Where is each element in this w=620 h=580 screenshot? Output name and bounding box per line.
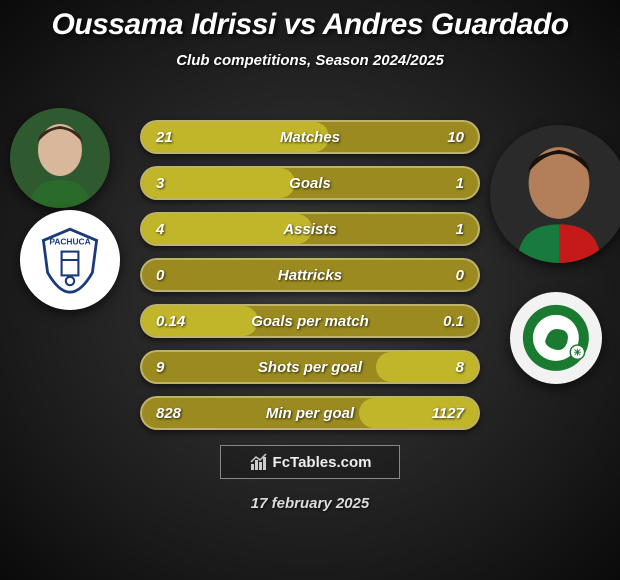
stat-label: Goals per match bbox=[142, 313, 478, 330]
stat-row: 828Min per goal1127 bbox=[140, 396, 480, 430]
stats-table: 21Matches10 3Goals1 4Assists1 0Hattricks0 0.… bbox=[140, 120, 480, 442]
stat-row: 21Matches10 bbox=[140, 120, 480, 154]
stat-label: Hattricks bbox=[142, 267, 478, 284]
player-right-crest bbox=[510, 292, 602, 384]
subtitle: Club competitions, Season 2024/2025 bbox=[0, 52, 620, 69]
stat-label: Matches bbox=[142, 129, 478, 146]
stat-right-value: 1 bbox=[456, 175, 464, 192]
comparison-card: Oussama Idrissi vs Andres Guardado Club … bbox=[0, 0, 620, 580]
player-left-crest: PACHUCA bbox=[20, 210, 120, 310]
pachuca-crest-icon: PACHUCA bbox=[35, 225, 105, 295]
stat-label: Min per goal bbox=[142, 405, 478, 422]
svg-text:PACHUCA: PACHUCA bbox=[49, 237, 90, 247]
stat-right-value: 1 bbox=[456, 221, 464, 238]
player-right-avatar bbox=[490, 125, 620, 263]
stat-label: Goals bbox=[142, 175, 478, 192]
stat-row: 0Hattricks0 bbox=[140, 258, 480, 292]
brand-label: FcTables.com bbox=[273, 454, 372, 471]
brand-box[interactable]: FcTables.com bbox=[220, 445, 400, 479]
stat-label: Shots per goal bbox=[142, 359, 478, 376]
stat-row: 4Assists1 bbox=[140, 212, 480, 246]
stat-label: Assists bbox=[142, 221, 478, 238]
player-left-avatar bbox=[10, 108, 110, 208]
date-label: 17 february 2025 bbox=[0, 495, 620, 512]
page-title: Oussama Idrissi vs Andres Guardado bbox=[0, 8, 620, 42]
stat-row: 3Goals1 bbox=[140, 166, 480, 200]
stat-right-value: 10 bbox=[447, 129, 464, 146]
stat-row: 9Shots per goal8 bbox=[140, 350, 480, 384]
brand-icon bbox=[249, 452, 269, 472]
leon-crest-icon bbox=[520, 302, 592, 374]
stat-row: 0.14Goals per match0.1 bbox=[140, 304, 480, 338]
stat-right-value: 1127 bbox=[432, 405, 464, 422]
stat-right-value: 0.1 bbox=[443, 313, 464, 330]
stat-right-value: 8 bbox=[456, 359, 464, 376]
stat-right-value: 0 bbox=[456, 267, 464, 284]
